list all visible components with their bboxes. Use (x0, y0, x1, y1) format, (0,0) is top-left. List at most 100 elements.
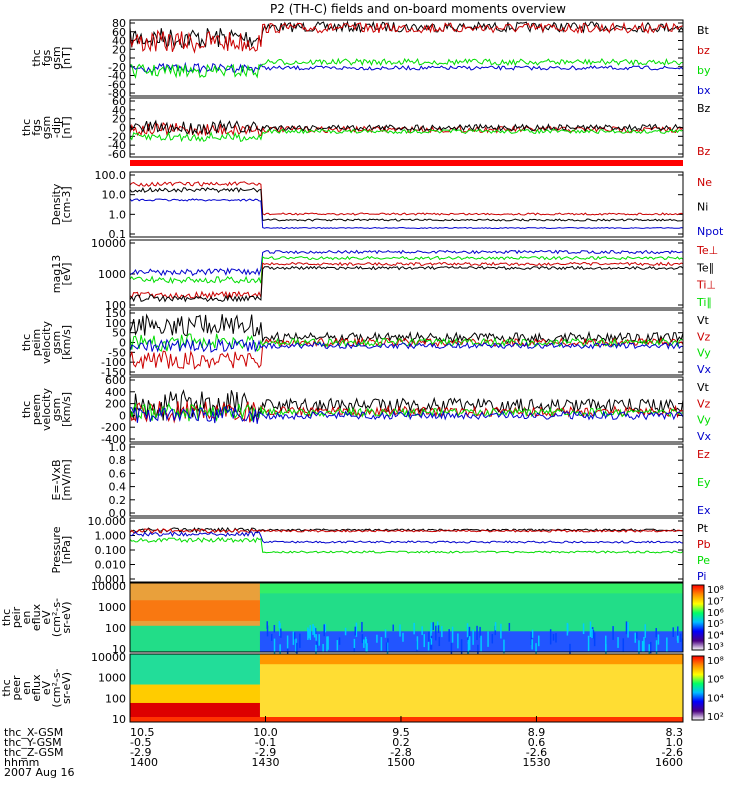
y-tick-label: 100 (105, 317, 126, 330)
y-tick-label: 0.4 (109, 481, 127, 494)
Bt-trace (129, 20, 684, 50)
spectrogram-speckle (413, 622, 415, 635)
spectrogram-speckle (354, 626, 357, 636)
spectrogram-speckle (549, 629, 552, 645)
y-tick-label: -20 (108, 61, 126, 74)
spectrogram-speckle (266, 625, 269, 637)
spectrogram-speckle (314, 628, 317, 636)
Pe-trace (129, 536, 684, 554)
Vy-trace (129, 402, 683, 422)
y-tick-label: 60 (112, 26, 126, 39)
y-tick-label: -200 (101, 421, 126, 434)
spectrogram-speckle (472, 629, 474, 645)
colorbar-tick-label: 10⁴ (707, 693, 724, 704)
spectrogram-speckle (634, 632, 637, 643)
spectrogram-speckle (625, 621, 628, 635)
spectrogram-speckle (552, 633, 555, 641)
ephemeris-value: -2.6 (526, 746, 547, 759)
spectrogram-speckle (307, 627, 309, 640)
spectrogram-speckle (363, 639, 365, 648)
spectrogram-speckle (421, 626, 423, 635)
spectrogram-speckle (480, 635, 482, 652)
spectrogram-speckle (657, 634, 660, 645)
spectrogram-speckle (361, 634, 364, 644)
spectrogram-speckle (589, 621, 592, 638)
y-tick-label: 40 (112, 35, 126, 48)
spectrogram-speckle (587, 635, 590, 652)
date-label: 2007 Aug 16 (4, 766, 74, 779)
colorbar-tick-label: 10⁸ (707, 585, 724, 596)
spectrogram-speckle (591, 628, 593, 639)
ephemeris-value: -0.1 (255, 736, 276, 749)
spectrogram-speckle (416, 636, 419, 650)
spectrogram-speckle (392, 624, 394, 632)
y-tick-label: 100 (105, 692, 126, 705)
spectrogram-speckle (555, 633, 557, 643)
spectrogram-speckle (428, 631, 430, 642)
p4-frame (129, 239, 684, 309)
Vx-trace (129, 338, 684, 353)
spectrogram-speckle (477, 644, 479, 655)
spectrogram-speckle (677, 626, 679, 636)
legend-label: Bz (697, 145, 711, 158)
spectrogram-speckle (644, 624, 647, 638)
spectrogram-speckle (280, 628, 282, 638)
spectrogram-speckle (430, 622, 433, 633)
spectrogram-speckle (569, 643, 571, 654)
y-axis-label: E=-VxB[mV/m] (50, 459, 73, 500)
spectrogram-speckle (535, 643, 537, 656)
y-tick-label: 10.0 (102, 189, 127, 202)
bz-trace (129, 21, 684, 54)
spectrogram-speckle (467, 640, 470, 656)
y-tick-label: 0 (119, 337, 126, 350)
y-axis-label: thcfgsgsm-dip[nT] (20, 116, 73, 139)
spectrogram-speckle (460, 639, 463, 655)
spectrogram-speckle (293, 632, 296, 640)
spectrogram-speckle (432, 622, 435, 631)
spectrogram-speckle (672, 627, 674, 637)
legend-label: Ti⊥ (696, 279, 716, 292)
y-tick-label: 60 (112, 95, 126, 108)
ephemeris-value: -2.9 (255, 746, 276, 759)
spectrogram-speckle (638, 640, 640, 655)
legend-label: Vz (697, 330, 711, 343)
spectrogram-speckle (491, 634, 494, 644)
y-tick-label: 0.100 (95, 544, 127, 557)
spectrogram-speckle (286, 644, 289, 657)
spectrogram-speckle (399, 624, 401, 637)
spectrogram-speckle (273, 638, 276, 655)
y-tick-label: -50 (108, 346, 126, 359)
Bz-trace (129, 119, 684, 136)
spectrogram-speckle (322, 643, 324, 653)
colorbar-tick-label: 10⁸ (707, 656, 724, 667)
colorbar-tick-label: 10⁷ (707, 596, 724, 607)
spectrogram-speckle (423, 634, 426, 648)
y-tick-label: 0.1 (109, 228, 127, 241)
Vx-trace (129, 405, 684, 424)
colorbar (691, 584, 705, 651)
y-tick-label: 200 (105, 398, 126, 411)
spectrogram-speckle (636, 632, 638, 639)
spectrogram-speckle (593, 632, 596, 647)
spectrogram-speckle (313, 626, 316, 638)
y-tick-label: -150 (101, 366, 126, 379)
y-tick-label: 80 (112, 17, 126, 30)
spectrogram-speckle (308, 629, 310, 639)
spectrogram-speckle (295, 638, 297, 653)
spectrogram-speckle (286, 635, 289, 649)
spectrogram-speckle (538, 635, 540, 647)
spectrogram-speckle (438, 636, 441, 647)
legend-label: Ni (697, 201, 708, 214)
spectrogram-speckle (531, 639, 533, 650)
y-tick-label: -80 (108, 87, 126, 100)
Te-par-trace (129, 265, 684, 303)
y-tick-label: 20 (112, 43, 126, 56)
legend-label: Vx (697, 363, 712, 376)
ephemeris-value: 10.5 (130, 726, 155, 739)
spectrogram-speckle (466, 623, 469, 638)
y-tick-label: 1000 (98, 672, 126, 685)
spectrogram-speckle (326, 636, 328, 652)
spectrogram-speckle (468, 626, 471, 638)
